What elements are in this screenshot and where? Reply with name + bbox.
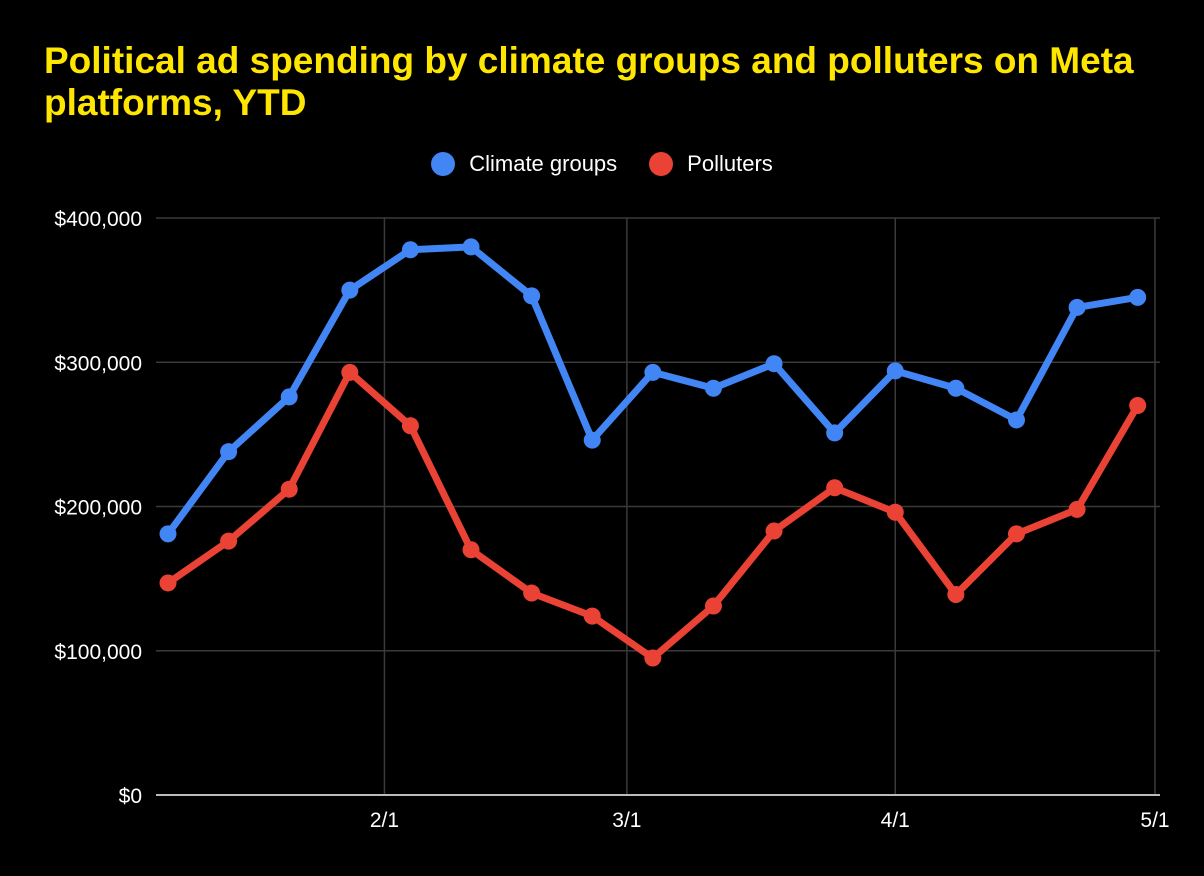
- legend-item-polluters: Polluters: [649, 151, 773, 177]
- data-point-polluters: [1007, 525, 1025, 543]
- data-point-climate-groups: [341, 281, 359, 299]
- legend: Climate groups Polluters: [0, 148, 1204, 180]
- data-point-climate-groups: [1007, 411, 1025, 429]
- y-tick-label: $200,000: [54, 497, 142, 520]
- data-point-climate-groups: [462, 238, 480, 256]
- data-point-climate-groups: [704, 379, 722, 397]
- data-point-climate-groups: [523, 287, 541, 305]
- data-point-polluters: [1068, 500, 1086, 518]
- x-tick-label: 4/1: [881, 809, 910, 832]
- data-point-polluters: [280, 480, 298, 498]
- x-tick-label: 2/1: [370, 809, 399, 832]
- legend-marker-polluters: [649, 152, 674, 176]
- series-line-climate-groups: [164, 243, 1142, 538]
- y-tick-label: $400,000: [54, 208, 142, 231]
- data-point-polluters: [341, 363, 359, 381]
- data-point-climate-groups: [765, 355, 783, 373]
- data-point-climate-groups: [947, 379, 965, 397]
- data-point-polluters: [947, 585, 965, 603]
- legend-marker-climate-groups: [431, 152, 456, 176]
- data-point-climate-groups: [644, 363, 662, 381]
- data-point-climate-groups: [1068, 298, 1086, 316]
- legend-label-climate-groups: Climate groups: [469, 151, 618, 176]
- data-point-polluters: [644, 649, 662, 667]
- data-point-polluters: [704, 597, 722, 615]
- data-point-climate-groups: [220, 443, 238, 461]
- data-point-polluters: [765, 522, 783, 540]
- chart-title: Political ad spending by climate groups …: [44, 40, 1134, 123]
- data-point-climate-groups: [1129, 288, 1147, 306]
- series-polluters: [159, 363, 1147, 667]
- x-tick-label: 3/1: [612, 809, 641, 832]
- data-point-polluters: [462, 541, 480, 559]
- data-point-climate-groups: [159, 525, 177, 543]
- data-point-climate-groups: [826, 424, 844, 442]
- data-point-polluters: [220, 532, 238, 550]
- series: [159, 238, 1147, 667]
- y-tick-label: $100,000: [54, 641, 142, 664]
- data-point-polluters: [159, 574, 177, 592]
- gridlines: [156, 217, 1160, 795]
- x-tick-label: 5/1: [1140, 809, 1169, 832]
- axes: $0 $100,000 $200,000 $300,000 $400,000 2/1 3/1…: [54, 208, 1169, 832]
- y-tick-label: $0: [119, 785, 142, 808]
- data-point-climate-groups: [280, 388, 298, 406]
- legend-item-climate-groups: Climate groups: [431, 151, 617, 177]
- data-point-polluters: [1129, 397, 1147, 415]
- data-point-climate-groups: [583, 431, 601, 449]
- data-point-polluters: [523, 584, 541, 602]
- data-point-climate-groups: [886, 362, 904, 380]
- series-climate-groups: [159, 238, 1147, 543]
- data-point-polluters: [826, 479, 844, 497]
- y-tick-label: $300,000: [54, 352, 142, 375]
- legend-label-polluters: Polluters: [687, 151, 773, 176]
- data-point-polluters: [583, 607, 601, 625]
- series-line-polluters: [164, 368, 1142, 662]
- data-point-polluters: [886, 503, 904, 521]
- data-point-climate-groups: [401, 241, 419, 259]
- data-point-polluters: [401, 417, 419, 435]
